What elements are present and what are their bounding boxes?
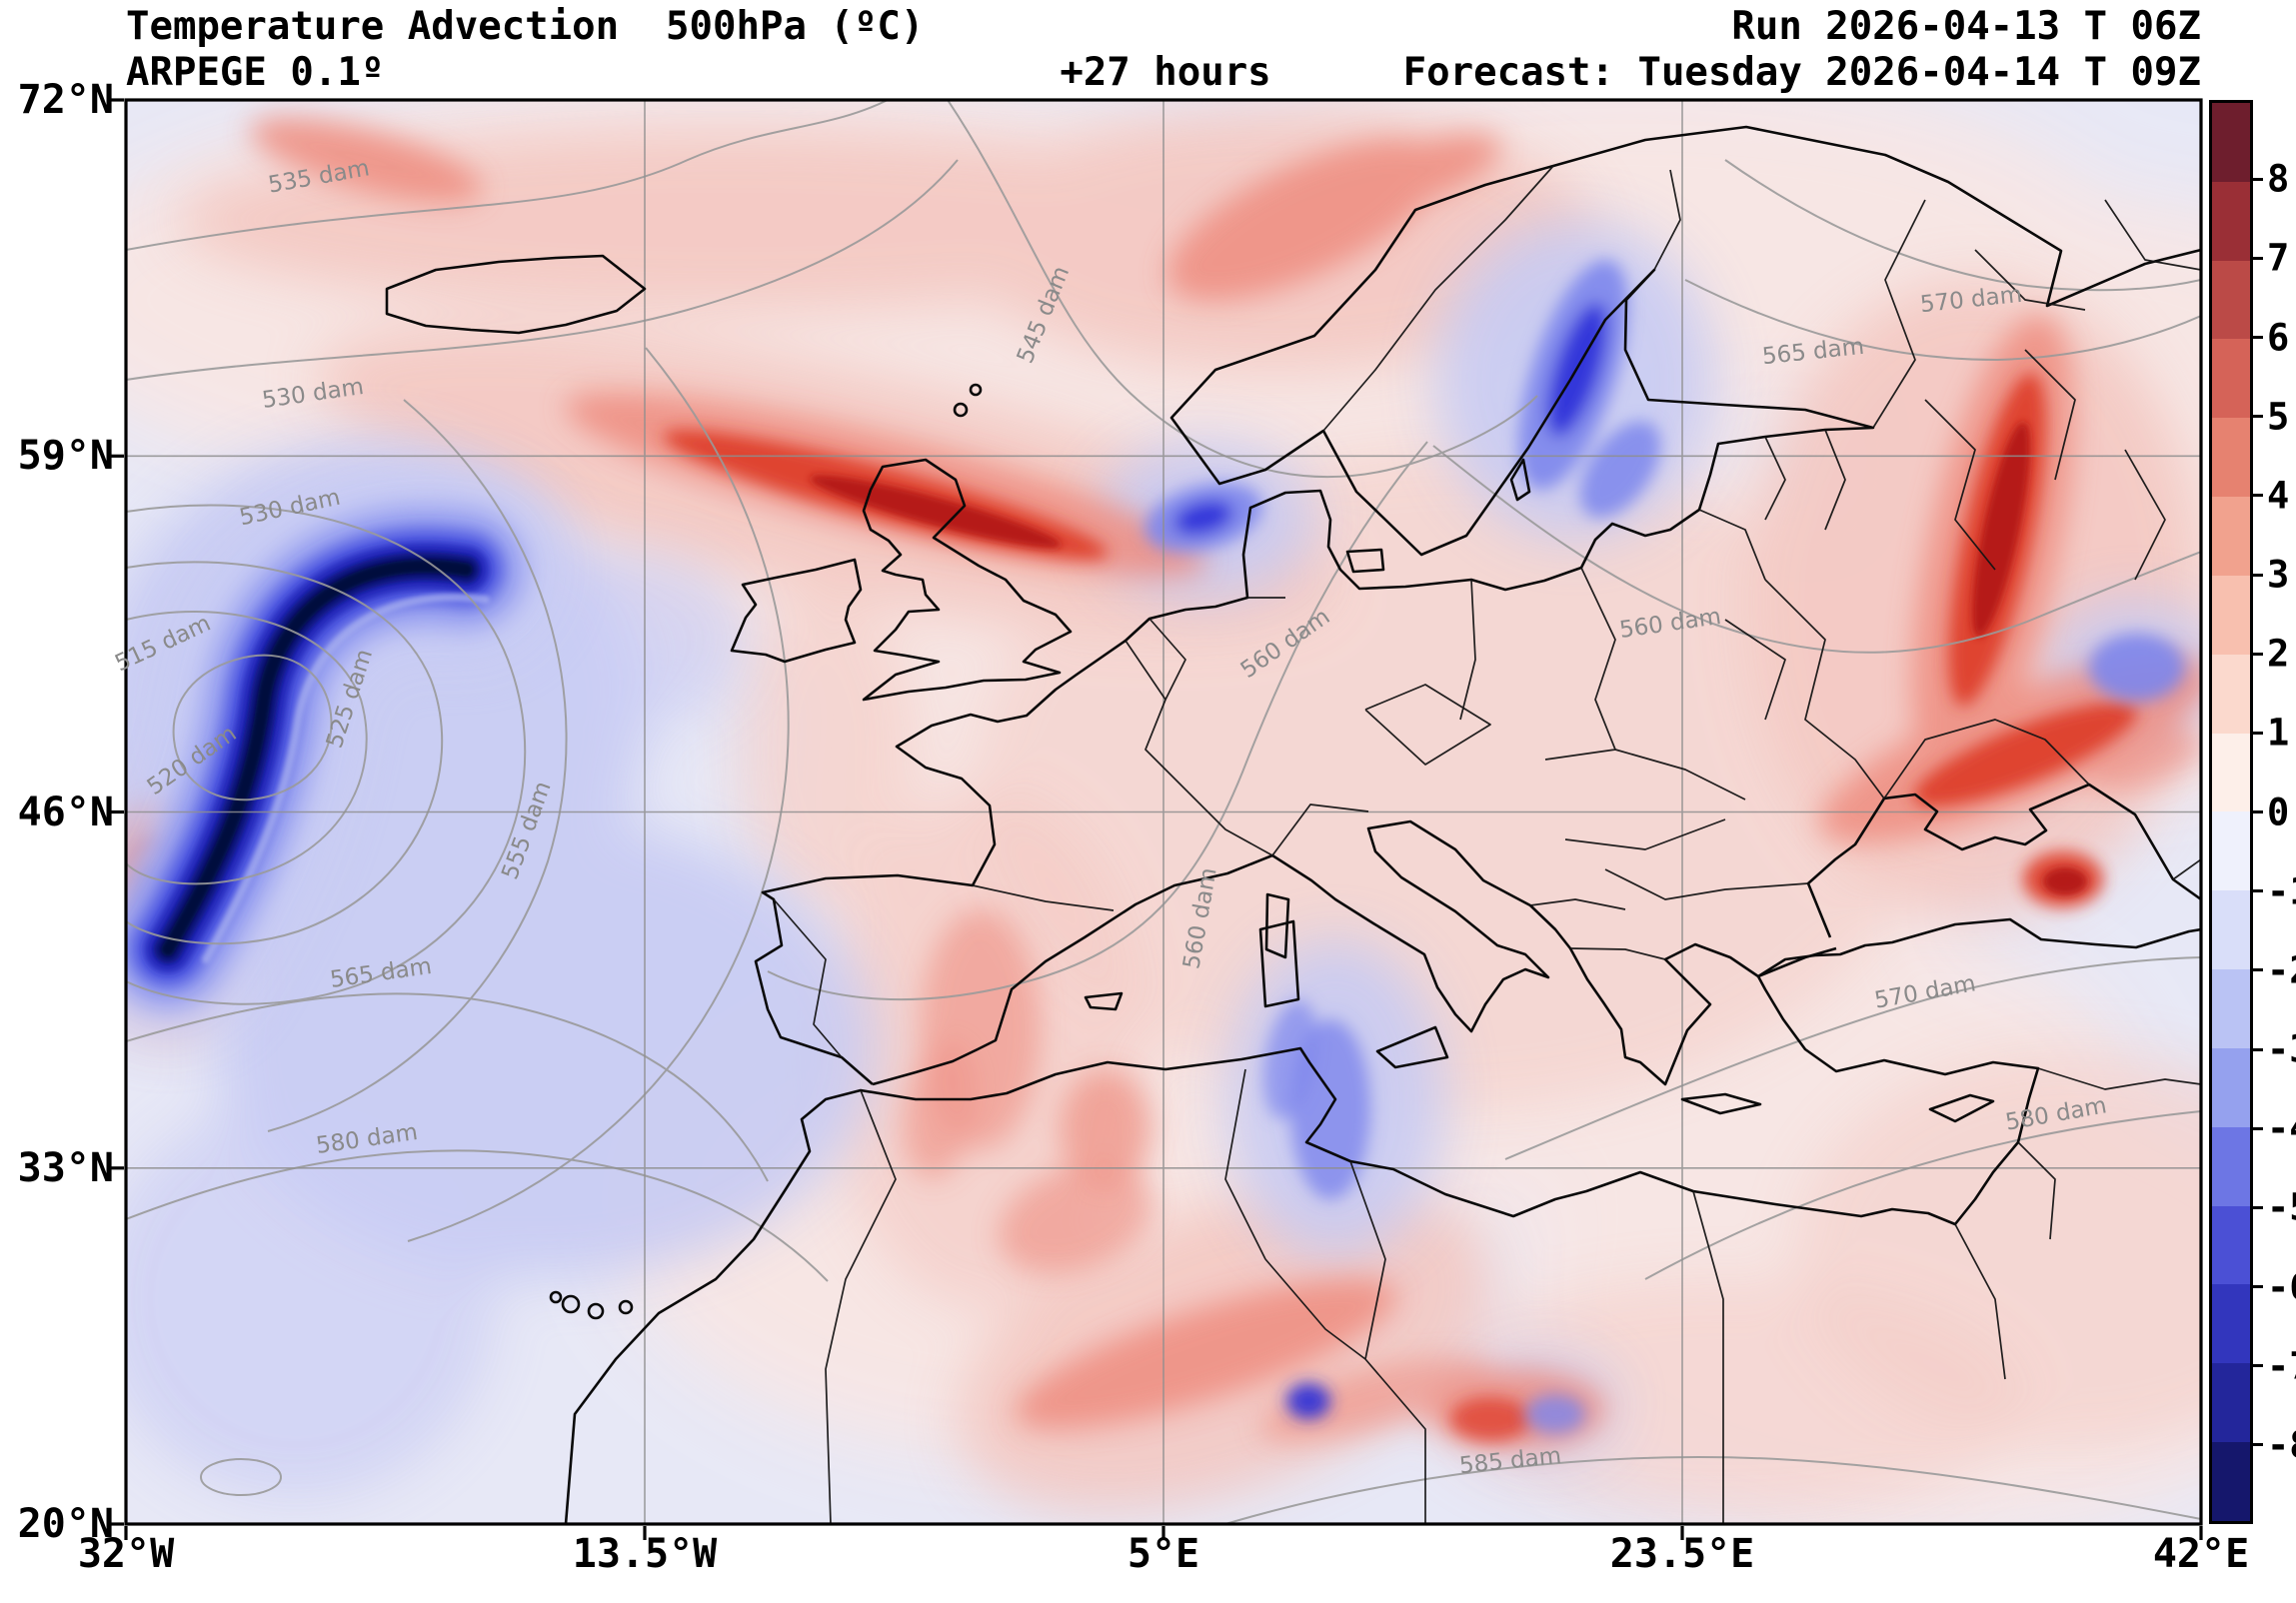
colorbar-segment: [2212, 497, 2250, 576]
colorbar-tick-label: -1: [2267, 869, 2296, 912]
colorbar-ticks: 8 7 6 5 4 3 2 1 0 -1 -2 -3 -4 -5 -6 -7 -8: [2253, 100, 2296, 1524]
lat-tick-label: 72°N: [17, 77, 114, 123]
colorbar-segment: [2212, 260, 2250, 340]
colorbar-segment: [2212, 733, 2250, 812]
colorbar-segment: [2212, 1363, 2250, 1443]
forecast-label: Forecast: Tuesday 2026-04-14 T 09Z: [1402, 50, 2201, 95]
lat-tick-label: 33°N: [17, 1144, 114, 1191]
colorbar-segment: [2212, 181, 2250, 261]
colorbar-segment: [2212, 890, 2250, 970]
colorbar-tick-label: -5: [2267, 1186, 2296, 1229]
graticule-layer: [126, 100, 2201, 1524]
borders-layer: [773, 165, 2201, 1524]
colorbar-tick-label: 4: [2267, 474, 2290, 518]
lat-tick-label: 59°N: [17, 433, 114, 480]
lat-axis: 72°N 59°N 46°N 33°N 20°N: [0, 77, 118, 1547]
colorbar-segment: [2212, 1442, 2250, 1521]
colorbar-segment: [2212, 811, 2250, 891]
colorbar-segment: [2212, 1284, 2250, 1364]
colorbar-tick-label: -4: [2267, 1107, 2296, 1150]
run-label: Run 2026-04-13 T 06Z: [1731, 4, 2201, 49]
lat-tick-label: 46°N: [17, 789, 114, 835]
colorbar-segment: [2212, 339, 2250, 419]
weather-map: [110, 98, 2203, 1540]
colorbar-segment: [2212, 1126, 2250, 1206]
colorbar-segment: [2212, 1205, 2250, 1285]
weather-map-svg: [110, 98, 2203, 1540]
colorbar-tick-label: 1: [2267, 711, 2290, 755]
colorbar-segment: [2212, 969, 2250, 1048]
colorbar-tick-label: 3: [2267, 553, 2290, 597]
colorbar-tick-label: 7: [2267, 236, 2290, 280]
colorbar-tick-label: 0: [2267, 791, 2290, 833]
colorbar-tick-label: -8: [2267, 1423, 2296, 1466]
colorbar-tick-label: 5: [2267, 395, 2290, 439]
colorbar-tick-label: 8: [2267, 157, 2290, 201]
colorbar: [2209, 100, 2253, 1524]
map-frame: [110, 98, 2203, 1540]
lead-time-label: +27 hours: [1060, 50, 1271, 95]
colorbar-segment: [2212, 103, 2250, 182]
colorbar-tick-label: 6: [2267, 316, 2290, 359]
colorbar-tick-label: 2: [2267, 632, 2290, 676]
lat-tick-label: 20°N: [17, 1501, 114, 1547]
cold-advection-layer: [126, 220, 2201, 1499]
page-title: Temperature Advection 500hPa (ºC): [126, 4, 925, 49]
colorbar-segment: [2212, 575, 2250, 655]
colorbar-tick-label: -7: [2267, 1344, 2296, 1387]
colorbar-tick-label: -3: [2267, 1028, 2296, 1071]
colorbar-tick-label: -6: [2267, 1265, 2296, 1308]
colorbar-segment: [2212, 418, 2250, 498]
atlantic-cold-hook: [126, 476, 556, 1039]
colorbar-segment: [2212, 1047, 2250, 1127]
model-label: ARPEGE 0.1º: [126, 50, 385, 95]
colorbar-segment: [2212, 654, 2250, 734]
colorbar-tick-label: -2: [2267, 948, 2296, 991]
geopotential-contours-layer: [126, 100, 2201, 1524]
